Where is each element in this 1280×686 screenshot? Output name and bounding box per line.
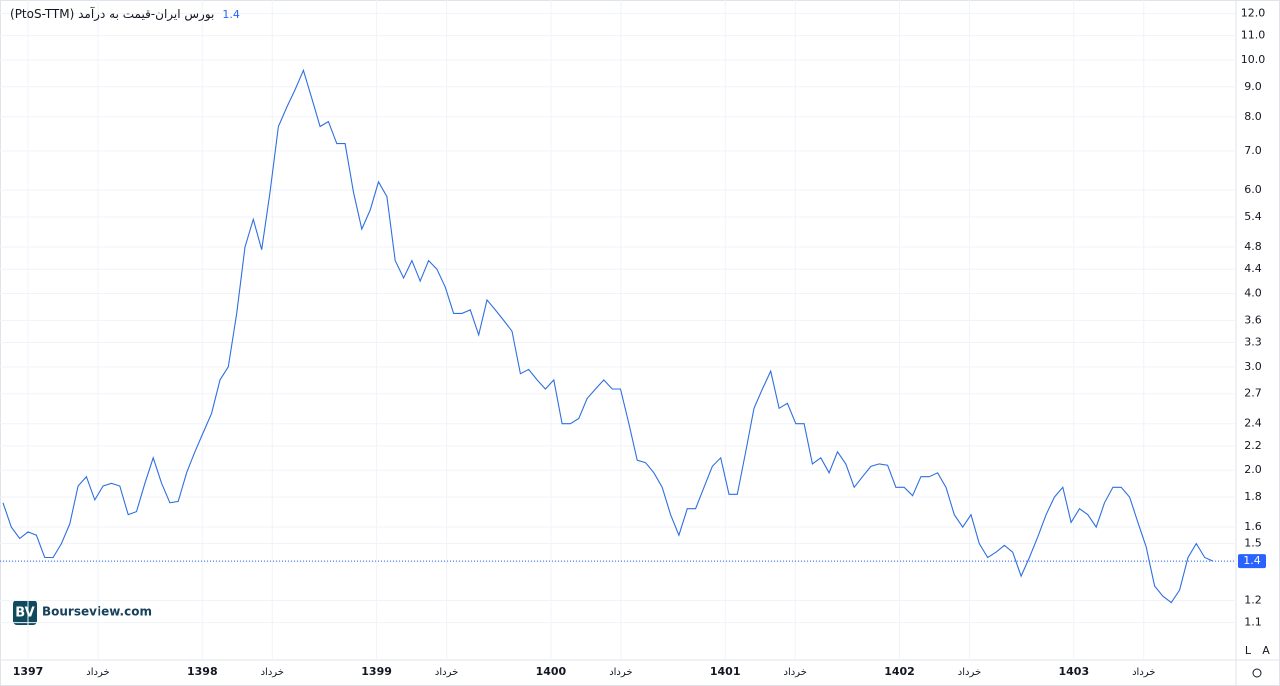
line [2,68,1214,604]
x-tick-label: 1400 [536,665,567,678]
y-tick-label: 3.6 [1244,313,1262,326]
y-tick-label: 11.0 [1241,29,1266,42]
x-tick-label: خرداد [609,667,632,678]
x-tick-label: 1398 [187,665,218,678]
x-tick-label: 1402 [884,665,915,678]
y-tick-label: 6.0 [1244,183,1262,196]
x-tick-label: خرداد [435,667,458,678]
y-tick-label: 10.0 [1241,53,1266,66]
x-tick-label: خرداد [958,667,981,678]
current-value-label: 1.4 [1243,554,1261,567]
x-tick-label: خرداد [86,667,109,678]
auto-scale-button[interactable]: A [1262,644,1270,657]
legend-header: بورس ایران-قیمت به درآمد (PtoS-TTM) 1.4 [10,7,240,21]
chart-title: بورس ایران-قیمت به درآمد (PtoS-TTM) [10,7,215,21]
x-tick-label: خرداد [784,667,807,678]
y-tick-label: 2.0 [1244,463,1262,476]
y-tick-label: 4.0 [1244,286,1262,299]
y-tick-label: 3.3 [1244,336,1262,349]
settings-icon[interactable] [1252,668,1262,678]
logo: BV [15,606,34,621]
watermark: Bourseview.com [42,605,152,619]
x-tick-label: خرداد [261,667,284,678]
y-tick-label: 1.1 [1244,616,1262,629]
y-tick-label: 9.0 [1244,80,1262,93]
y-tick-label: 8.0 [1244,110,1262,123]
y-tick-label: 7.0 [1244,144,1262,157]
x-tick-label: 1403 [1058,665,1089,678]
current-value-tag [1238,554,1266,569]
x-tick-label: 1399 [361,665,392,678]
y-tick-label: 12.0 [1241,6,1266,19]
y-tick-label: 1.6 [1244,520,1262,533]
x-tick-label: 1401 [710,665,741,678]
y-tick-label: 4.4 [1244,262,1262,275]
y-tick-label: 1.8 [1244,490,1262,503]
y-tick-label: 2.4 [1244,417,1262,430]
grid [0,0,1236,660]
x-tick-label: خرداد [1132,667,1155,678]
y-tick-label: 2.7 [1244,387,1262,400]
y-tick-label: 2.2 [1244,439,1262,452]
y-tick-label: 3.0 [1244,360,1262,373]
logo-box [13,600,37,625]
y-tick-label: 4.8 [1244,240,1262,253]
y-tick-label: 1.2 [1244,593,1262,606]
y-tick-label: 1.5 [1244,537,1262,550]
x-tick-label: 1397 [13,665,44,678]
header-value: 1.4 [222,7,240,21]
y-tick-label: 5.4 [1244,210,1262,223]
log-scale-button[interactable]: L [1245,644,1252,657]
